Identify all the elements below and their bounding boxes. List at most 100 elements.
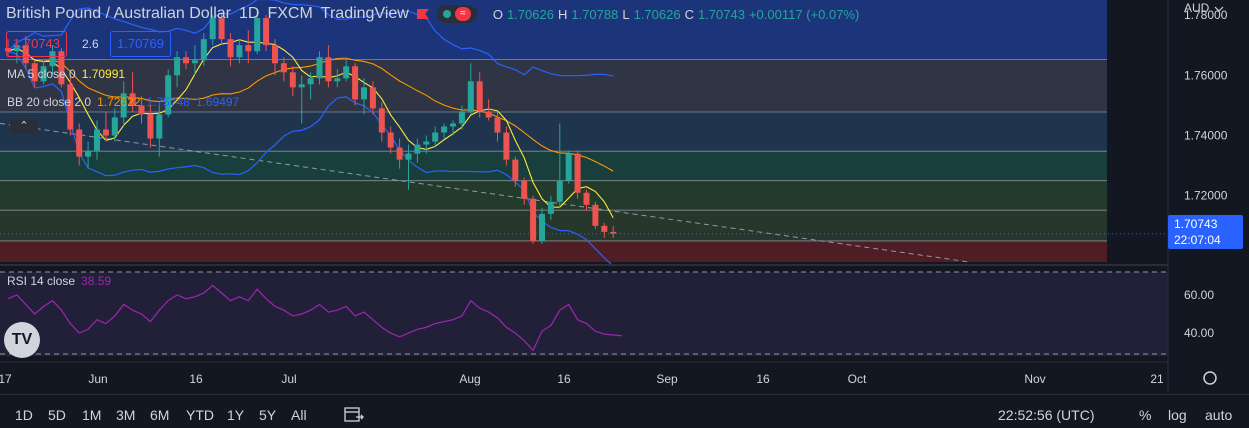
range-3m-button[interactable]: 3M xyxy=(116,407,135,423)
ohlc-h-label: H xyxy=(558,7,567,22)
buy-button[interactable]: 1.70769 xyxy=(110,31,171,57)
candle-body xyxy=(334,78,340,81)
rsi-band xyxy=(0,272,1173,356)
candle-body xyxy=(236,45,242,57)
range-5d-button[interactable]: 5D xyxy=(48,407,66,423)
range-all-button[interactable]: All xyxy=(291,407,307,423)
ohlc-c-label: C xyxy=(685,7,694,22)
rsi-legend[interactable]: RSI 14 close 38.59 xyxy=(7,274,111,288)
sell-button[interactable]: 1.70743 xyxy=(6,31,67,57)
candle-body xyxy=(477,81,483,111)
collapse-legend-button[interactable]: ⌃ xyxy=(10,118,38,134)
candle-body xyxy=(450,123,456,126)
time-tick-label: Sep xyxy=(656,372,678,386)
range-1d-button[interactable]: 1D xyxy=(15,407,33,423)
ohlc-open: 1.70626 xyxy=(507,7,554,22)
time-tick-label: Jun xyxy=(88,372,107,386)
symbol-title[interactable]: British Pound / Australian Dollar xyxy=(6,5,231,23)
candle-body xyxy=(503,133,509,160)
time-tick-label: 17 xyxy=(0,372,12,386)
fib-zone-6 xyxy=(0,241,1107,262)
candle-body xyxy=(370,87,376,108)
rsi-tick-label: 60.00 xyxy=(1184,288,1214,302)
candle-body xyxy=(174,57,180,75)
ohlc-readout: O 1.70626 H 1.70788 L 1.70626 C 1.70743 +0.0… xyxy=(493,7,859,22)
candle-body xyxy=(414,145,420,154)
interval-label[interactable]: 1D xyxy=(239,5,259,23)
candle-body xyxy=(592,205,598,226)
rsi-pane xyxy=(0,265,1249,362)
fib-zone-3 xyxy=(0,151,1107,181)
candle-body xyxy=(521,181,527,199)
rsi-label: RSI 14 close xyxy=(7,274,75,288)
candle-body xyxy=(468,81,474,111)
candle-body xyxy=(325,57,331,81)
ohlc-o-label: O xyxy=(493,7,503,22)
tradingview-logo-icon[interactable]: TV xyxy=(4,322,40,358)
price-tick-label: 1.72000 xyxy=(1184,189,1228,203)
bb-basis-value: 1.72622 xyxy=(97,95,140,109)
range-ytd-button[interactable]: YTD xyxy=(186,407,214,423)
spread-value: 2.6 xyxy=(82,31,99,57)
rsi-value: 38.59 xyxy=(81,274,111,288)
bb-lower-value: 1.69497 xyxy=(196,95,239,109)
percent-scale-button[interactable]: % xyxy=(1139,407,1151,423)
candle-body xyxy=(397,148,403,160)
countdown-label: 22:07:04 xyxy=(1174,232,1237,248)
candle-body xyxy=(575,154,581,193)
candle-body xyxy=(584,193,590,205)
candle-body xyxy=(432,133,438,142)
candle-body xyxy=(530,199,536,241)
candle-body xyxy=(388,133,394,148)
range-1m-button[interactable]: 1M xyxy=(82,407,101,423)
range-1y-button[interactable]: 1Y xyxy=(227,407,244,423)
source-label: TradingView xyxy=(321,5,409,23)
candle-body xyxy=(147,114,153,138)
utc-clock[interactable]: 22:52:56 (UTC) xyxy=(998,407,1094,423)
bb-legend[interactable]: BB 20 close 2 0 1.72622 1.75748 1.69497 xyxy=(7,95,239,109)
range-6m-button[interactable]: 6M xyxy=(150,407,169,423)
candle-body xyxy=(441,126,447,132)
price-tick-label: 1.74000 xyxy=(1184,129,1228,143)
time-tick-label: 16 xyxy=(189,372,203,386)
auto-scale-button[interactable]: auto xyxy=(1205,407,1232,423)
date-range-icon[interactable] xyxy=(344,405,364,426)
candle-body xyxy=(103,129,109,135)
candle-body xyxy=(76,129,82,156)
candle-body xyxy=(317,57,323,78)
market-open-dot-icon xyxy=(443,10,451,18)
ma-legend[interactable]: MA 5 close 0 1.70991 xyxy=(7,67,125,81)
time-tick-label: Nov xyxy=(1024,372,1045,386)
log-scale-button[interactable]: log xyxy=(1168,407,1187,423)
candle-body xyxy=(459,111,465,123)
candle-body xyxy=(343,66,349,78)
time-tick-label: Jul xyxy=(281,372,296,386)
market-status-pill[interactable]: ≈ xyxy=(437,5,477,23)
flag-icon[interactable] xyxy=(417,9,429,19)
candle-body xyxy=(406,154,412,160)
candle-body xyxy=(299,84,305,87)
bb-upper-value: 1.75748 xyxy=(146,95,189,109)
range-5y-button[interactable]: 5Y xyxy=(259,407,276,423)
ohlc-low: 1.70626 xyxy=(634,7,681,22)
candle-body xyxy=(201,39,207,60)
candle-body xyxy=(610,232,616,234)
fib-zone-5 xyxy=(0,210,1107,241)
time-tick-label: 16 xyxy=(756,372,770,386)
candle-body xyxy=(379,108,385,132)
candle-body xyxy=(228,39,234,57)
ohlc-change: +0.00117 (+0.07%) xyxy=(749,7,859,22)
candle-body xyxy=(85,151,91,157)
candle-body xyxy=(112,117,118,135)
rsi-tick-label: 40.00 xyxy=(1184,326,1214,340)
ma-value: 1.70991 xyxy=(82,67,125,81)
candle-body xyxy=(423,142,429,145)
candle-body xyxy=(192,60,198,63)
candle-body xyxy=(352,66,358,99)
candle-body xyxy=(156,114,162,138)
candle-body xyxy=(512,160,518,181)
candle-body xyxy=(290,72,296,87)
time-tick-label: 16 xyxy=(557,372,571,386)
candle-body xyxy=(308,78,314,84)
